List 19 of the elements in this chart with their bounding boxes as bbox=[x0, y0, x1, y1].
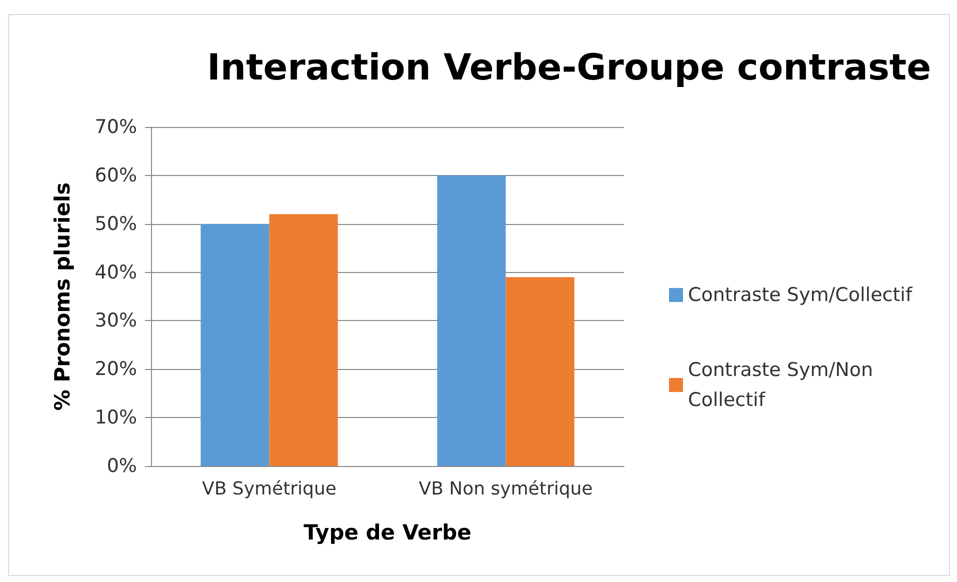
x-axis-title: Type de Verbe bbox=[304, 520, 472, 544]
bar bbox=[200, 224, 270, 466]
x-tick-label: VB Symétrique bbox=[202, 478, 336, 500]
y-tick-label: 50% bbox=[94, 212, 137, 235]
bar bbox=[506, 277, 574, 466]
chart-title: Interaction Verbe-Groupe contraste bbox=[206, 48, 932, 88]
bar bbox=[269, 214, 338, 466]
y-tick-label: 40% bbox=[94, 261, 137, 284]
x-tick-label: VB Non symétrique bbox=[418, 478, 593, 500]
y-tick-label: 60% bbox=[94, 164, 137, 186]
legend-label: Contraste Sym/Collectif bbox=[688, 284, 914, 306]
y-tick-label: 70% bbox=[94, 116, 137, 138]
bar bbox=[437, 175, 506, 466]
y-tick-label: 30% bbox=[94, 310, 137, 332]
legend-label: Contraste Sym/Non Collectif bbox=[688, 359, 880, 411]
y-tick-label: 10% bbox=[94, 406, 137, 429]
y-tick-label: 20% bbox=[94, 358, 137, 380]
y-axis-title: % Pronoms pluriels bbox=[50, 182, 74, 411]
y-tick-label: 0% bbox=[106, 455, 137, 477]
